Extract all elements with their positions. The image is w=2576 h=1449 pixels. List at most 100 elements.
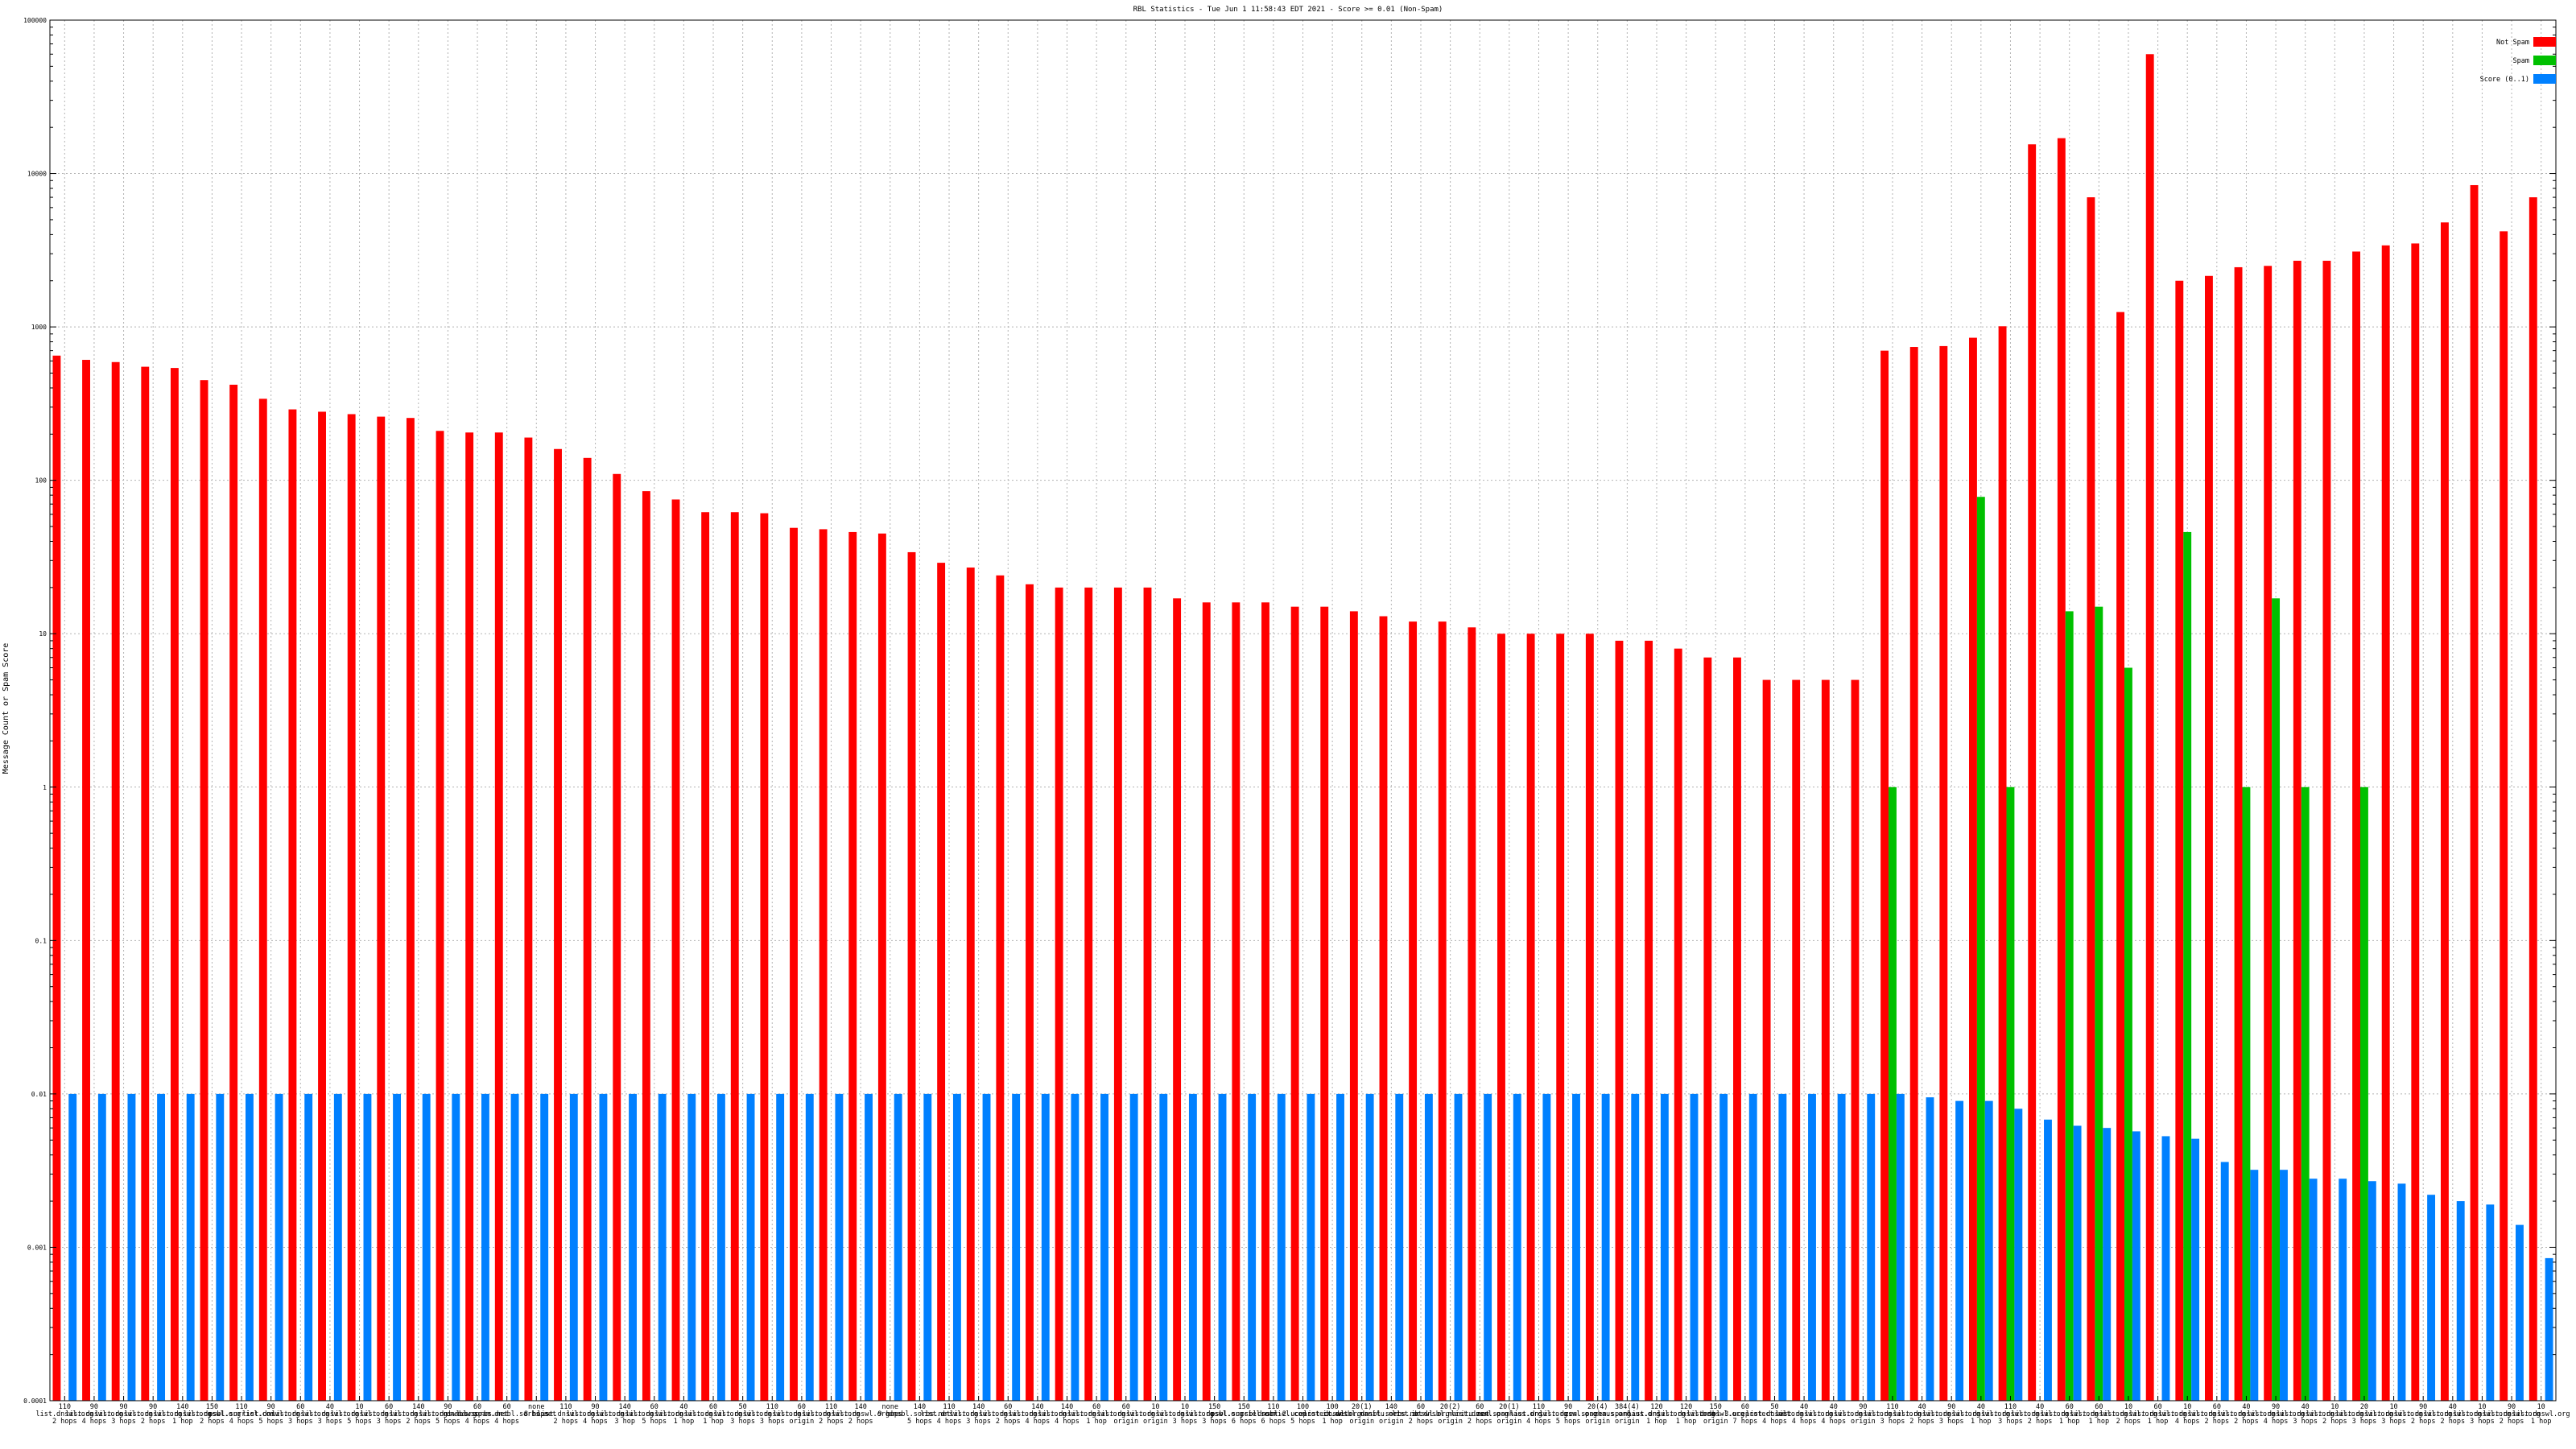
bar-not-spam-5 — [200, 380, 208, 1402]
bar-not-spam-75 — [2264, 266, 2273, 1401]
bar-score-0-1--4 — [186, 1093, 195, 1401]
bar-score-0-1--60 — [1837, 1093, 1846, 1401]
bar-score-0-1--65 — [1984, 1100, 1993, 1401]
bar-score-0-1--20 — [658, 1093, 667, 1401]
bar-spam-74 — [2242, 786, 2251, 1401]
bar-not-spam-26 — [819, 529, 828, 1401]
bar-score-0-1--45 — [1395, 1093, 1404, 1401]
x-category-label: 50 list.dnswl.org 4 hops — [1746, 1403, 1804, 1426]
bar-not-spam-33 — [1026, 584, 1034, 1401]
bar-score-0-1--53 — [1631, 1093, 1640, 1401]
bar-not-spam-45 — [1379, 616, 1388, 1401]
bar-not-spam-72 — [2175, 280, 2184, 1401]
x-category-label: 60 list.dnswl.org 1 hop — [2129, 1403, 2187, 1426]
x-category-label: 60 list.dnswl.org 1 hop — [684, 1403, 742, 1426]
bar-score-0-1--57 — [1748, 1093, 1757, 1401]
bar-not-spam-27 — [848, 531, 857, 1401]
bar-score-0-1--84 — [2545, 1257, 2553, 1401]
x-category-label: 110 list.dnswl.org 2 hops — [803, 1403, 861, 1426]
bar-spam-65 — [1976, 497, 1985, 1401]
x-category-label: 110 list.dnswl.org 3 hops — [1864, 1403, 1922, 1426]
x-category-label: 90 list.dnswl.org 3 hops — [1922, 1403, 1980, 1426]
x-category-label: 60 new.spam.dnsbl.sorbs.net 4 hops — [457, 1403, 556, 1426]
bar-score-0-1--3 — [157, 1093, 166, 1401]
bar-not-spam-70 — [2116, 312, 2125, 1401]
bar-not-spam-8 — [288, 409, 297, 1401]
bar-not-spam-67 — [2028, 144, 2037, 1402]
bars-group — [52, 54, 2553, 1402]
bar-spam-76 — [2301, 786, 2310, 1401]
bar-not-spam-66 — [1998, 326, 2007, 1402]
x-category-label: 60 list.dnswl.org 1 hop — [1067, 1403, 1125, 1426]
bar-score-0-1--79 — [2397, 1183, 2406, 1401]
bar-not-spam-62 — [1880, 350, 1889, 1401]
legend-label: Spam — [2513, 57, 2529, 65]
y-tick-label: 0.001 — [27, 1244, 47, 1251]
bar-score-0-1--0 — [68, 1093, 77, 1401]
bar-not-spam-12 — [406, 418, 415, 1401]
x-category-label: none 9 hops — [877, 1403, 902, 1418]
bar-not-spam-2 — [111, 361, 120, 1402]
x-category-label: 140 list.dnswl.org 3 hop — [596, 1403, 654, 1426]
bar-not-spam-69 — [2087, 197, 2095, 1401]
x-category-label: 150 list.dnswl.org origin — [1686, 1403, 1744, 1426]
bar-score-0-1--13 — [452, 1093, 460, 1401]
x-category-label: 20(1) zen.spamhaus.org origin — [1476, 1403, 1542, 1426]
x-category-label: 40 list.dnswl.org 4 hops — [1775, 1403, 1833, 1426]
bar-score-0-1--66 — [2014, 1108, 2023, 1401]
bar-not-spam-16 — [524, 437, 533, 1402]
x-category-label: 110 psbl.surriel.com 4 hops — [208, 1403, 275, 1426]
x-category-label: 60 list.dnswl.org 3 hops — [271, 1403, 329, 1426]
bar-not-spam-47 — [1438, 621, 1447, 1401]
bar-not-spam-1 — [82, 360, 90, 1401]
bar-score-0-1--2 — [127, 1093, 136, 1401]
y-tick-label: 1 — [43, 784, 47, 791]
x-category-label: 60 list.dnswl.org origin — [1097, 1403, 1155, 1426]
x-category-label: 90 list.dnswl.org 4 hops — [65, 1403, 123, 1426]
y-axis-ticks: 0.0001 0.001 0.01 0.1 1 10 100 1000 10000 100000 — [23, 17, 2556, 1405]
bar-score-0-1--75 — [2280, 1170, 2288, 1401]
bar-not-spam-46 — [1409, 621, 1418, 1401]
bar-score-0-1--46 — [1424, 1093, 1433, 1401]
x-category-label: 150 list.dnswl.org 2 hops — [184, 1403, 242, 1426]
bar-not-spam-35 — [1084, 587, 1093, 1401]
bar-score-0-1--22 — [716, 1093, 725, 1401]
legend-swatch — [2533, 37, 2556, 47]
bar-score-0-1--44 — [1365, 1093, 1374, 1401]
x-category-label: 60 dnsbl-3.uceprotect.net 7 hops — [1700, 1403, 1791, 1426]
bar-not-spam-10 — [347, 414, 356, 1401]
bar-not-spam-25 — [790, 527, 798, 1401]
bar-score-0-1--52 — [1601, 1093, 1610, 1401]
bar-not-spam-55 — [1674, 648, 1682, 1401]
bar-not-spam-14 — [465, 432, 474, 1401]
x-category-label: 60 dnsbl.sorbs.net 4 hops — [447, 1403, 509, 1426]
bar-spam-69 — [2095, 606, 2103, 1401]
bar-score-0-1--64 — [1955, 1100, 1964, 1401]
bar-not-spam-64 — [1939, 345, 1948, 1401]
x-category-label: 50 list.dnswl.org 3 hops — [714, 1403, 772, 1426]
bar-not-spam-20 — [642, 491, 650, 1402]
bar-not-spam-81 — [2440, 222, 2449, 1401]
bar-not-spam-79 — [2381, 245, 2390, 1401]
x-category-label: 100 dnsbl-2.uceprotect.net 5 hops — [1257, 1403, 1348, 1426]
x-category-label: 140 list.dnswl.org 2 hops — [832, 1403, 890, 1426]
x-category-label: 10 list.dnswl.org 2 hops — [2306, 1403, 2363, 1426]
bar-score-0-1--55 — [1690, 1093, 1699, 1401]
bar-score-0-1--73 — [2220, 1162, 2229, 1401]
bar-not-spam-83 — [2500, 231, 2508, 1401]
bar-not-spam-74 — [2234, 266, 2243, 1401]
x-category-label: 90 list.dnswl.org 5 hops — [419, 1403, 477, 1426]
x-category-label: 40 list.dnswl.org 4 hops — [1805, 1403, 1863, 1426]
bar-score-0-1--43 — [1336, 1093, 1344, 1401]
bar-score-0-1--39 — [1218, 1093, 1227, 1401]
x-category-label: 60 list.dnswl.org 1 hop — [2041, 1403, 2099, 1426]
bar-not-spam-32 — [996, 575, 1005, 1401]
bar-score-0-1--5 — [216, 1093, 225, 1401]
bar-not-spam-71 — [2145, 54, 2154, 1401]
bar-not-spam-68 — [2057, 138, 2066, 1402]
bar-score-0-1--83 — [2516, 1224, 2524, 1401]
bar-spam-75 — [2272, 598, 2281, 1401]
x-category-label: none 8 hops — [524, 1403, 549, 1418]
chart-title: RBL Statistics - Tue Jun 1 11:58:43 EDT … — [1133, 6, 1443, 14]
